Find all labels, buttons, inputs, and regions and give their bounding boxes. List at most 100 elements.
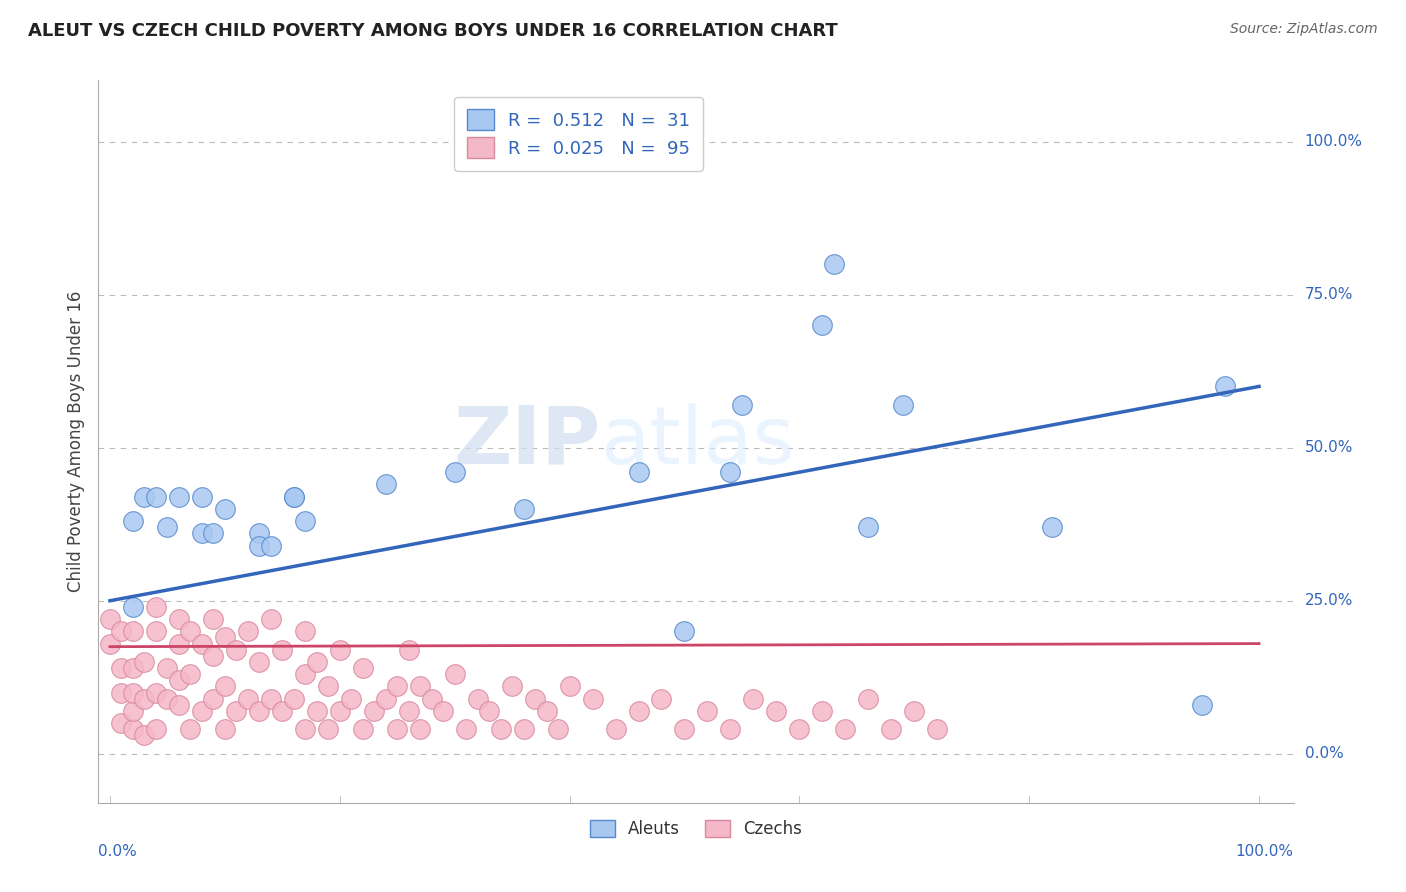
Point: [489, 723, 512, 737]
Point: [305, 704, 328, 718]
Point: [627, 465, 650, 479]
Point: [811, 704, 834, 718]
Point: [225, 642, 247, 657]
Point: [179, 667, 201, 681]
Point: [581, 691, 603, 706]
Point: [145, 599, 167, 614]
Point: [420, 691, 443, 706]
Point: [247, 655, 270, 669]
Point: [134, 490, 156, 504]
Point: [294, 514, 316, 528]
Text: 25.0%: 25.0%: [1305, 593, 1353, 608]
Point: [145, 723, 167, 737]
Point: [214, 680, 236, 694]
Point: [456, 723, 478, 737]
Point: [98, 637, 121, 651]
Point: [294, 624, 316, 639]
Point: [134, 655, 156, 669]
Point: [236, 624, 259, 639]
Point: [880, 723, 903, 737]
Point: [122, 661, 145, 675]
Point: [363, 704, 385, 718]
Point: [179, 723, 201, 737]
Point: [98, 612, 121, 626]
Point: [202, 648, 225, 663]
Point: [536, 704, 558, 718]
Point: [316, 723, 339, 737]
Legend: Aleuts, Czechs: Aleuts, Czechs: [583, 814, 808, 845]
Point: [247, 539, 270, 553]
Point: [305, 655, 328, 669]
Point: [385, 723, 409, 737]
Point: [374, 477, 396, 491]
Point: [271, 642, 294, 657]
Point: [260, 539, 283, 553]
Point: [650, 691, 672, 706]
Text: 75.0%: 75.0%: [1305, 287, 1353, 302]
Point: [134, 728, 156, 742]
Point: [673, 624, 696, 639]
Text: 0.0%: 0.0%: [1305, 747, 1343, 761]
Point: [110, 624, 132, 639]
Point: [398, 642, 420, 657]
Point: [903, 704, 925, 718]
Point: [409, 680, 432, 694]
Point: [156, 520, 179, 534]
Point: [191, 637, 214, 651]
Point: [374, 691, 396, 706]
Point: [122, 723, 145, 737]
Point: [145, 624, 167, 639]
Point: [731, 398, 754, 412]
Point: [179, 624, 201, 639]
Point: [122, 599, 145, 614]
Text: Source: ZipAtlas.com: Source: ZipAtlas.com: [1230, 22, 1378, 37]
Point: [167, 698, 190, 712]
Text: ALEUT VS CZECH CHILD POVERTY AMONG BOYS UNDER 16 CORRELATION CHART: ALEUT VS CZECH CHILD POVERTY AMONG BOYS …: [28, 22, 838, 40]
Point: [467, 691, 489, 706]
Point: [260, 691, 283, 706]
Point: [398, 704, 420, 718]
Point: [789, 723, 811, 737]
Text: 0.0%: 0.0%: [98, 845, 138, 860]
Point: [260, 612, 283, 626]
Point: [720, 723, 742, 737]
Point: [167, 490, 190, 504]
Point: [720, 465, 742, 479]
Point: [294, 723, 316, 737]
Point: [167, 612, 190, 626]
Point: [478, 704, 501, 718]
Point: [191, 704, 214, 718]
Point: [927, 723, 949, 737]
Point: [696, 704, 718, 718]
Point: [214, 502, 236, 516]
Point: [202, 612, 225, 626]
Point: [627, 704, 650, 718]
Point: [409, 723, 432, 737]
Point: [202, 526, 225, 541]
Point: [271, 704, 294, 718]
Point: [122, 624, 145, 639]
Point: [167, 673, 190, 688]
Point: [512, 723, 534, 737]
Text: atlas: atlas: [600, 402, 794, 481]
Point: [834, 723, 856, 737]
Point: [110, 685, 132, 699]
Point: [352, 723, 374, 737]
Point: [605, 723, 627, 737]
Point: [1040, 520, 1063, 534]
Point: [512, 502, 534, 516]
Text: 50.0%: 50.0%: [1305, 440, 1353, 455]
Point: [385, 680, 409, 694]
Point: [145, 490, 167, 504]
Point: [329, 642, 352, 657]
Point: [214, 723, 236, 737]
Point: [823, 257, 845, 271]
Point: [329, 704, 352, 718]
Point: [110, 716, 132, 731]
Point: [340, 691, 363, 706]
Point: [167, 637, 190, 651]
Point: [283, 691, 305, 706]
Point: [122, 514, 145, 528]
Point: [247, 704, 270, 718]
Point: [891, 398, 914, 412]
